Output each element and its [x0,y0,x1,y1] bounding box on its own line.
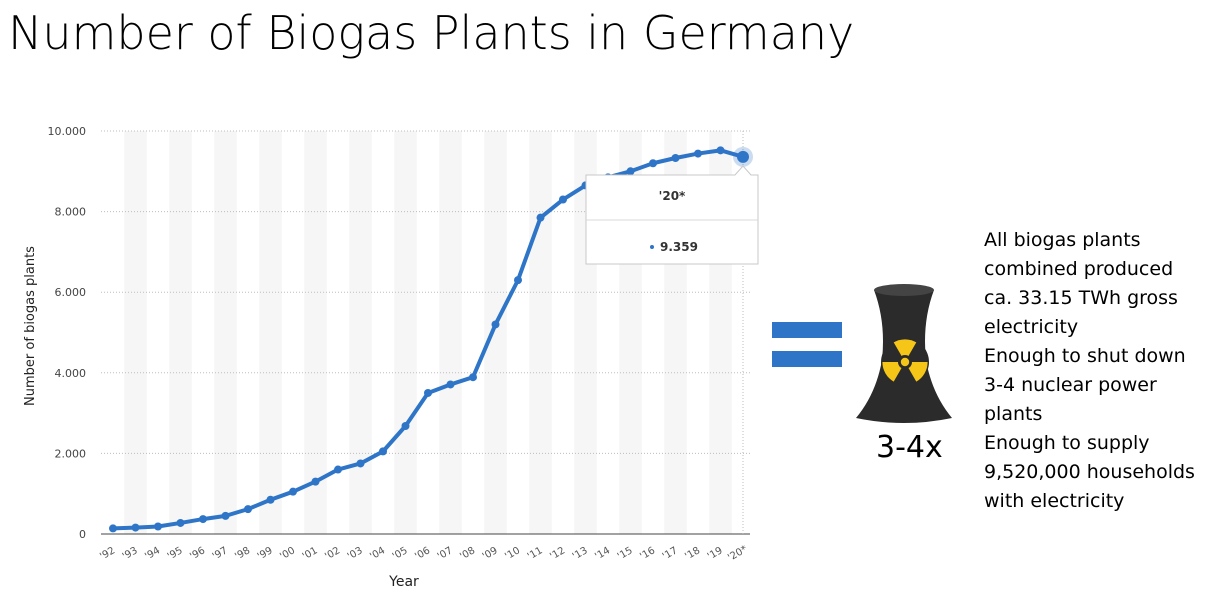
data-point [446,380,455,389]
x-tick-label: '02 [323,545,342,562]
background-band [349,131,372,534]
chart-gridlines [101,130,750,535]
x-tick-label: '13 [571,545,590,562]
slide-title: Number of Biogas Plants in Germany [8,6,855,60]
data-point [334,465,342,474]
tooltip-value: 9.359 [660,240,698,254]
y-tick-label: 2.000 [55,447,87,460]
x-tick-label: '10 [503,545,522,562]
data-point [716,146,725,155]
data-point [469,373,477,382]
y-tick-label: 0 [79,528,86,541]
y-tick-label: 6.000 [55,286,87,299]
data-point [176,518,185,527]
data-point [491,320,500,329]
data-point [266,495,275,504]
x-tick-label: '97 [211,545,230,562]
x-tick-label: '12 [548,545,567,562]
y-axis-label: Number of biogas plants [23,246,38,406]
data-point-highlighted [737,150,749,163]
x-tick-label: '17 [661,545,680,562]
data-point [311,477,320,486]
data-point [109,524,117,533]
data-point [649,159,657,168]
background-band [214,131,237,534]
nuclear-plant-multiplier: 3-4x [876,430,943,465]
background-band [259,131,282,534]
data-point [289,487,297,496]
data-point [131,523,140,532]
x-axis-tick-labels: '92'93'94'95'96'97'98'99'00'01'02'03'04 '… [98,544,749,564]
x-tick-label: '08 [458,545,477,562]
x-tick-label: '07 [436,545,455,562]
x-tick-label: '00 [278,545,297,562]
x-tick-label: '19 [706,545,725,562]
data-point [379,447,387,456]
data-point [536,213,545,222]
biogas-line-chart: 0 2.000 4.000 6.000 8.000 10.000 '92'93'94'95… [23,125,759,590]
x-tick-label: '14 [593,545,612,562]
data-point [244,505,252,514]
tooltip-label: '20* [659,189,686,203]
data-point [626,167,635,176]
x-tick-label: '05 [391,545,410,562]
background-band [124,131,147,534]
x-tick-label: '04 [368,545,387,562]
fact-nuclear-shutdown: Enough to shut down 3-4 nuclear power pl… [984,345,1186,425]
equals-bar-bottom [772,351,842,367]
x-tick-label: '09 [481,545,500,562]
fact-households: Enough to supply 9,520,000 households wi… [984,432,1195,512]
nuclear-cooling-tower-icon [856,284,952,423]
facts-text-block: All biogas plants combined produced ca. … [984,226,1206,516]
data-point [671,154,680,163]
series-biogas-plants [109,146,753,533]
data-point [424,388,432,397]
data-point [514,276,522,285]
background-band [439,131,462,534]
background-band [484,131,507,534]
x-tick-label: '15 [616,545,635,562]
x-tick-label: '92 [98,545,117,562]
data-point [221,511,230,520]
y-tick-label: 10.000 [48,125,87,138]
x-tick-label: '16 [638,545,657,562]
x-tick-label: '96 [188,545,207,562]
x-tick-label: '03 [346,545,365,562]
x-tick-label: '95 [166,545,185,562]
x-tick-label: '99 [256,545,275,562]
x-tick-label: '11 [526,545,545,562]
data-point [559,195,567,204]
x-tick-label: '98 [233,545,252,562]
background-band [304,131,327,534]
radiation-symbol-icon [881,338,929,386]
fact-gross-electricity: All biogas plants combined produced ca. … [984,229,1178,338]
x-tick-label: '20* [726,544,749,564]
x-tick-label: '18 [683,545,702,562]
y-tick-label: 8.000 [55,206,87,219]
x-axis-label: Year [388,574,419,590]
data-point [356,459,365,468]
y-axis-tick-labels: 0 2.000 4.000 6.000 8.000 10.000 [48,125,87,541]
data-tooltip: '20* 9.359 [585,165,759,265]
x-tick-label: '94 [143,545,162,562]
x-tick-label: '01 [301,545,320,562]
background-band [169,131,192,534]
data-point [199,515,207,524]
tooltip-box [585,165,759,265]
x-tick-label: '93 [121,545,140,562]
equals-bar-top [772,322,842,338]
data-point [694,149,702,158]
tooltip-series-marker [650,245,654,249]
background-band [394,131,417,534]
data-point [401,421,410,430]
x-tick-label: '06 [413,545,432,562]
background-band [529,131,552,534]
data-point [154,522,162,531]
y-tick-label: 4.000 [55,367,87,380]
